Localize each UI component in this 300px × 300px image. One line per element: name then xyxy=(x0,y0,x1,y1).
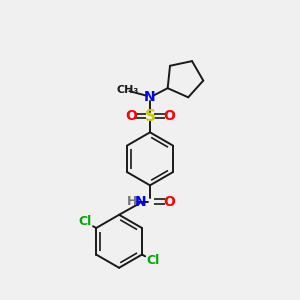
Text: O: O xyxy=(125,109,137,123)
Text: S: S xyxy=(145,109,155,124)
Text: Cl: Cl xyxy=(146,254,159,267)
Text: N: N xyxy=(134,194,146,208)
Text: CH₃: CH₃ xyxy=(117,85,139,94)
Text: H: H xyxy=(127,195,137,208)
Text: N: N xyxy=(144,90,156,104)
Text: O: O xyxy=(163,109,175,123)
Text: O: O xyxy=(163,194,175,208)
Text: Cl: Cl xyxy=(79,215,92,228)
